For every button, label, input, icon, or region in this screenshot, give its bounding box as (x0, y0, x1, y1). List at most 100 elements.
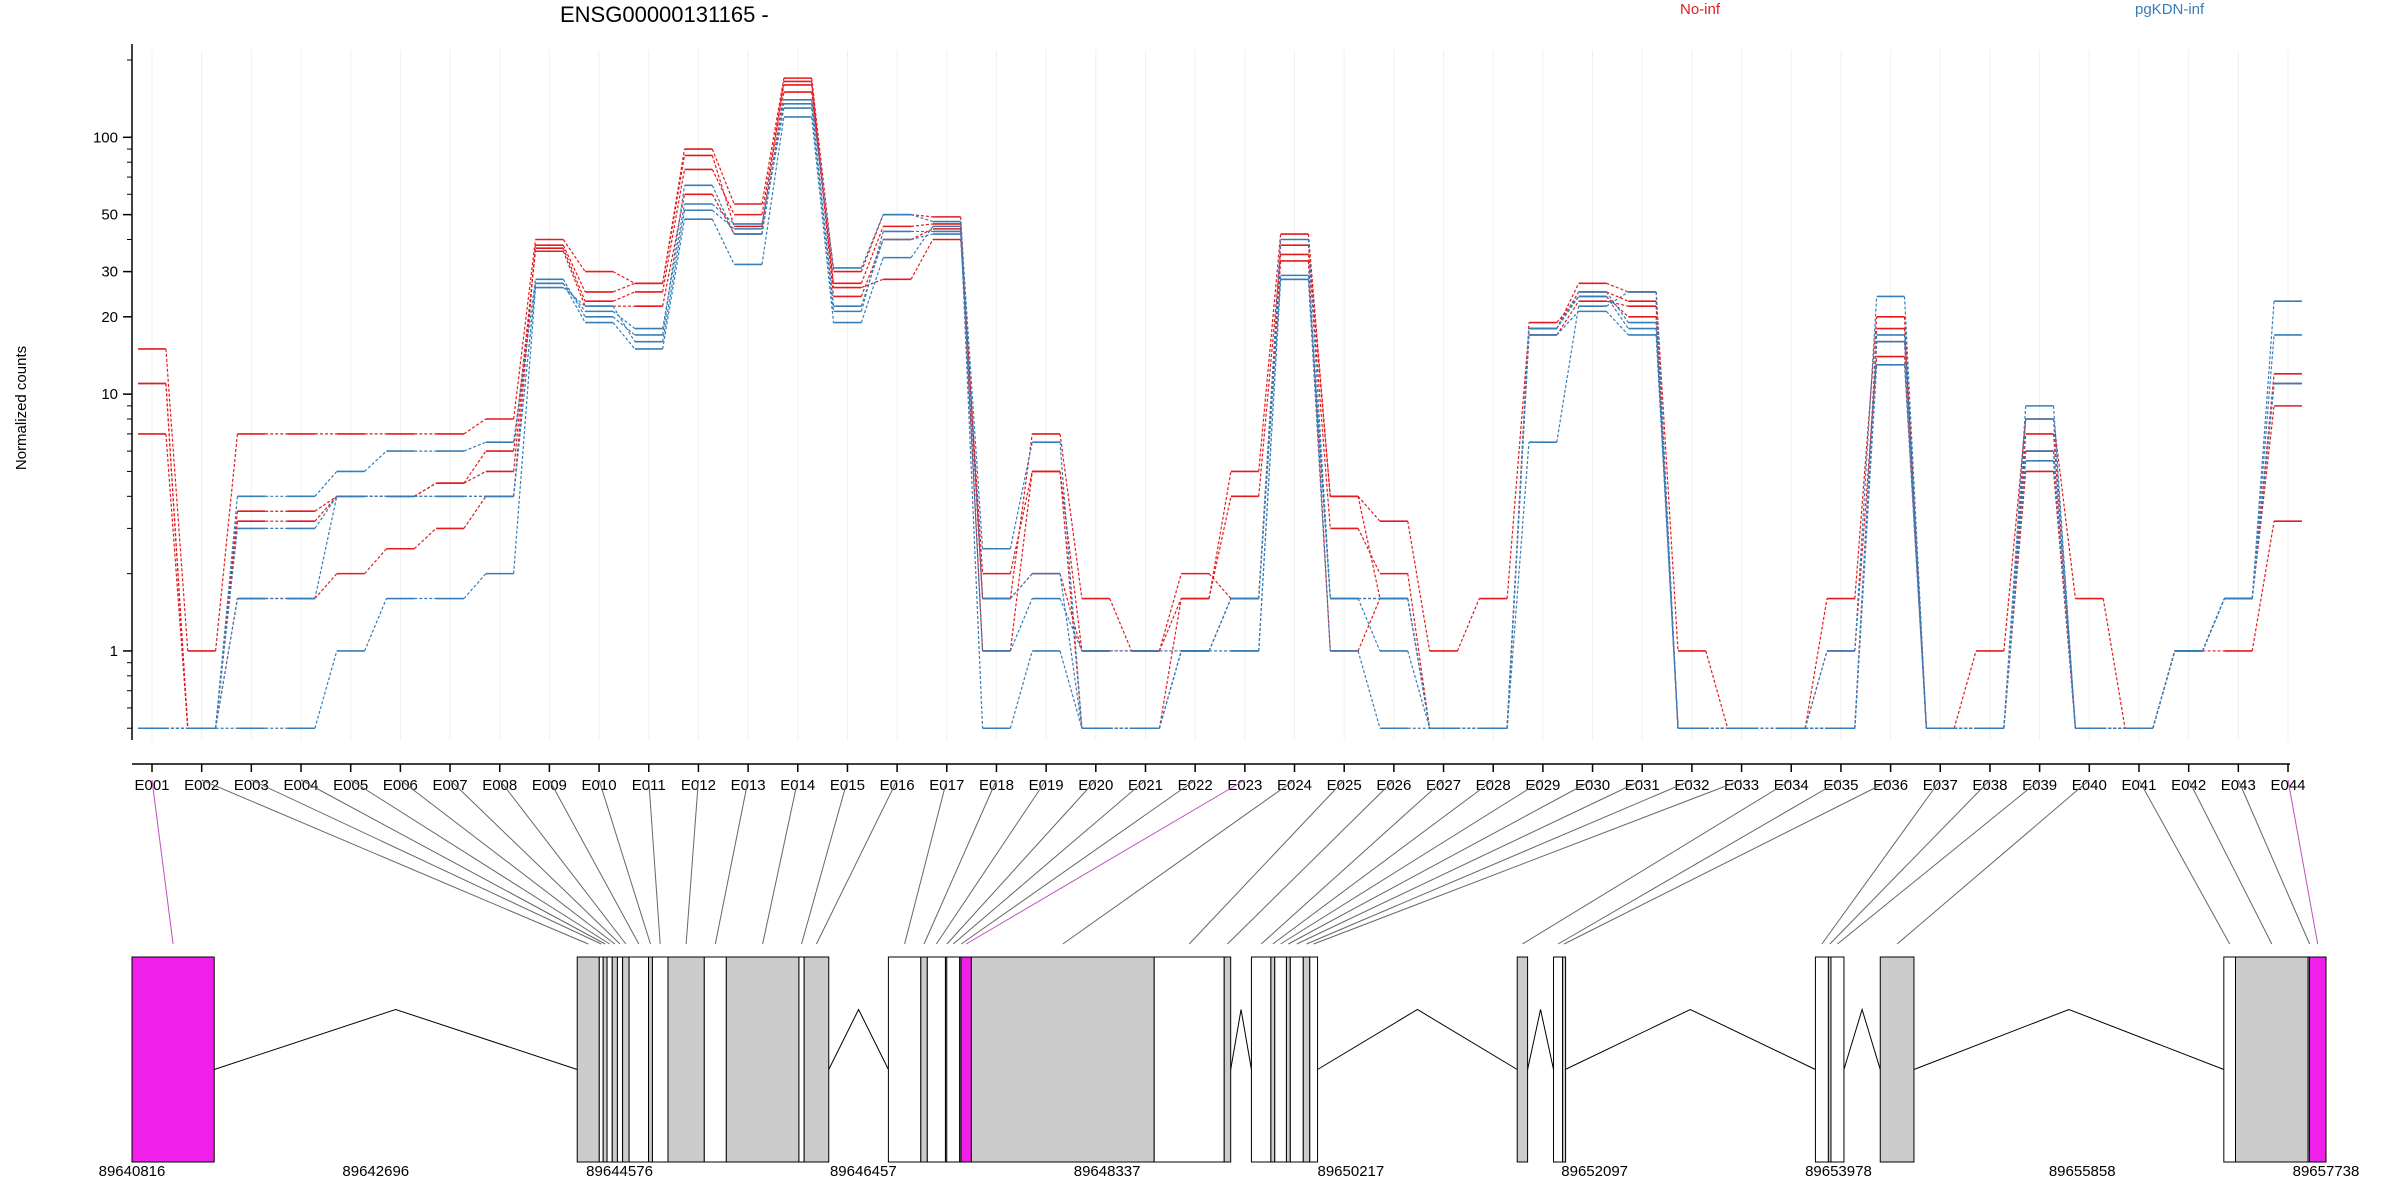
genome-tick-label: 89646457 (830, 1163, 897, 1180)
exon-block (2223, 956, 2237, 1163)
series-connector (1059, 442, 1083, 729)
series-connector (1158, 573, 1182, 652)
series-connector (1009, 471, 1033, 652)
exon-block (651, 956, 669, 1163)
exon-block (1285, 956, 1291, 1163)
x-tick-label: E017 (929, 777, 964, 794)
exon-block (1153, 956, 1225, 1163)
series-connector (2202, 598, 2225, 652)
intron-line (1843, 1007, 1881, 1070)
exon-connector-line (923, 779, 997, 945)
series-connector (2052, 418, 2076, 599)
x-tick-label: E024 (1277, 777, 1312, 794)
series-connector (364, 598, 388, 652)
exon-block (1814, 956, 1829, 1163)
x-tick-label: E044 (2270, 777, 2305, 794)
exon-connector-line (1313, 779, 1742, 945)
exon-connector-line (946, 779, 1097, 945)
exon-connector-line (251, 779, 602, 945)
series-connector (811, 81, 835, 297)
series-connector (1407, 521, 1431, 652)
legend-no-inf: No-inf (1680, 1, 1721, 18)
series-connector (711, 218, 735, 265)
exon-block (2308, 956, 2327, 1163)
exon-connector-line (1296, 779, 1643, 945)
series-connector (1059, 471, 1083, 652)
series-connector (612, 322, 636, 350)
series-connector (165, 348, 189, 651)
x-tick-label: E008 (482, 777, 517, 794)
series-connector (1208, 598, 1232, 652)
series-connector (1854, 296, 1878, 651)
series-connector (1903, 364, 1927, 729)
series-no-inf (138, 84, 2302, 730)
series-connector (761, 84, 785, 215)
x-tick-label: E016 (880, 777, 915, 794)
exon-connectors (151, 779, 2319, 945)
series-connector (314, 495, 338, 522)
series-connector (1606, 300, 1629, 307)
series-connector (662, 155, 686, 284)
x-tick-label: E025 (1327, 777, 1362, 794)
intron-line (1913, 1008, 2225, 1070)
exon-block (1562, 956, 1567, 1163)
series-connector (1854, 364, 1878, 729)
x-tick-label: E003 (234, 777, 269, 794)
series-connector (612, 305, 636, 343)
exon-block (1270, 956, 1276, 1163)
exon-block (576, 956, 600, 1163)
x-tick-label: E030 (1575, 777, 1610, 794)
exon-block (970, 956, 1155, 1163)
x-tick-label: E014 (780, 777, 815, 794)
gene-model (131, 956, 2327, 1163)
exon-connector-line (1272, 779, 1494, 945)
x-tick-label: E005 (333, 777, 368, 794)
exon-connector-line (1821, 779, 1941, 945)
exon-block (1250, 956, 1272, 1163)
series-connector (2202, 598, 2225, 652)
series-connector (1556, 306, 1580, 443)
exon-connector-line (1557, 779, 1842, 945)
series-connector (1407, 598, 1431, 729)
series-connector (2251, 405, 2275, 599)
x-tick-label: E027 (1426, 777, 1461, 794)
series-connector (910, 214, 933, 218)
series-connector (662, 203, 686, 329)
series-connector (811, 103, 835, 307)
x-tick-label: E018 (979, 777, 1014, 794)
series-no-inf (138, 77, 2302, 730)
series-connector (1606, 291, 1629, 302)
series-connector (860, 257, 884, 323)
series-connector (2003, 418, 2027, 729)
series-connector (364, 450, 387, 472)
series-connector (1655, 291, 1679, 651)
genome-tick-label: 89648337 (1074, 1163, 1141, 1180)
series-connector (2052, 405, 2076, 729)
series-connector (214, 496, 239, 729)
series-connector (314, 495, 338, 512)
x-tick-label: E001 (134, 777, 169, 794)
series-connector (314, 471, 338, 497)
series-connector (1208, 573, 1232, 599)
series-connector (562, 278, 586, 318)
series-connector (2102, 598, 2126, 729)
series-connector (513, 251, 537, 452)
series-connector (1009, 650, 1033, 729)
exon-block (1289, 956, 1304, 1163)
x-tick-label: E007 (433, 777, 468, 794)
series-connector (1208, 598, 1232, 652)
series-connector (314, 573, 338, 599)
series-connector (562, 247, 586, 302)
series-connector (1804, 598, 1828, 729)
series-connector (1606, 291, 1629, 307)
x-axis: E001 E002 E003 E004 E005 E006 E007 E008 E009 E010… (132, 763, 2306, 794)
genome-tick-label: 89640816 (99, 1163, 166, 1180)
exon-connector-line (1829, 779, 1991, 945)
series-connector (861, 278, 884, 289)
series-connector (562, 282, 586, 312)
genome-tick-label: 89644576 (586, 1163, 653, 1180)
series-connector (1556, 283, 1580, 329)
intron-line (214, 1008, 578, 1070)
exon-block (1553, 956, 1564, 1163)
series-connector (2003, 471, 2027, 729)
